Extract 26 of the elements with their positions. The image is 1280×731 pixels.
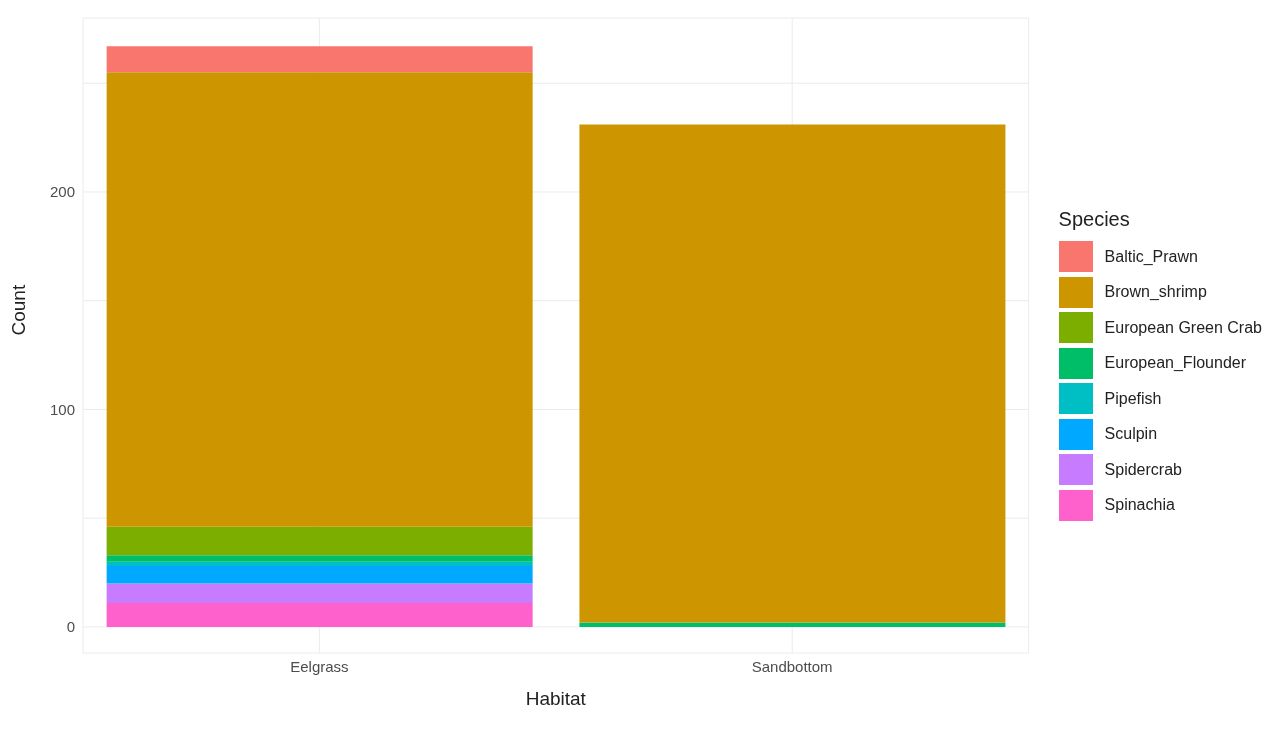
bar [106, 566, 533, 584]
bar [106, 555, 533, 562]
bar [579, 622, 1006, 627]
legend-title: Species [1058, 208, 1131, 231]
y-tick-label: 0 [66, 618, 75, 636]
legend-label: Baltic_Prawn [1104, 247, 1198, 266]
x-axis-title: Habitat [525, 688, 587, 709]
legend-label: Spidercrab [1104, 460, 1182, 479]
bar [106, 72, 533, 527]
bar [106, 583, 533, 603]
y-tick-label: 100 [49, 400, 75, 418]
x-tick-label: Eelgrass [290, 657, 349, 675]
bar [106, 46, 533, 73]
legend-label: Pipefish [1104, 389, 1162, 408]
bar [579, 124, 1006, 623]
y-tick-label: 200 [49, 183, 75, 201]
legend-label: Brown_shrimp [1104, 283, 1207, 302]
bar [106, 602, 533, 627]
bar [106, 561, 533, 567]
legend-label: Spinachia [1104, 496, 1175, 515]
legend-label: European Green Crab [1104, 318, 1262, 337]
legend-label: European_Flounder [1104, 354, 1246, 373]
bar [106, 526, 533, 556]
legend-label: Sculpin [1104, 425, 1158, 444]
y-axis-title: Count [7, 284, 29, 336]
x-tick-label: Sandbottom [751, 657, 833, 675]
